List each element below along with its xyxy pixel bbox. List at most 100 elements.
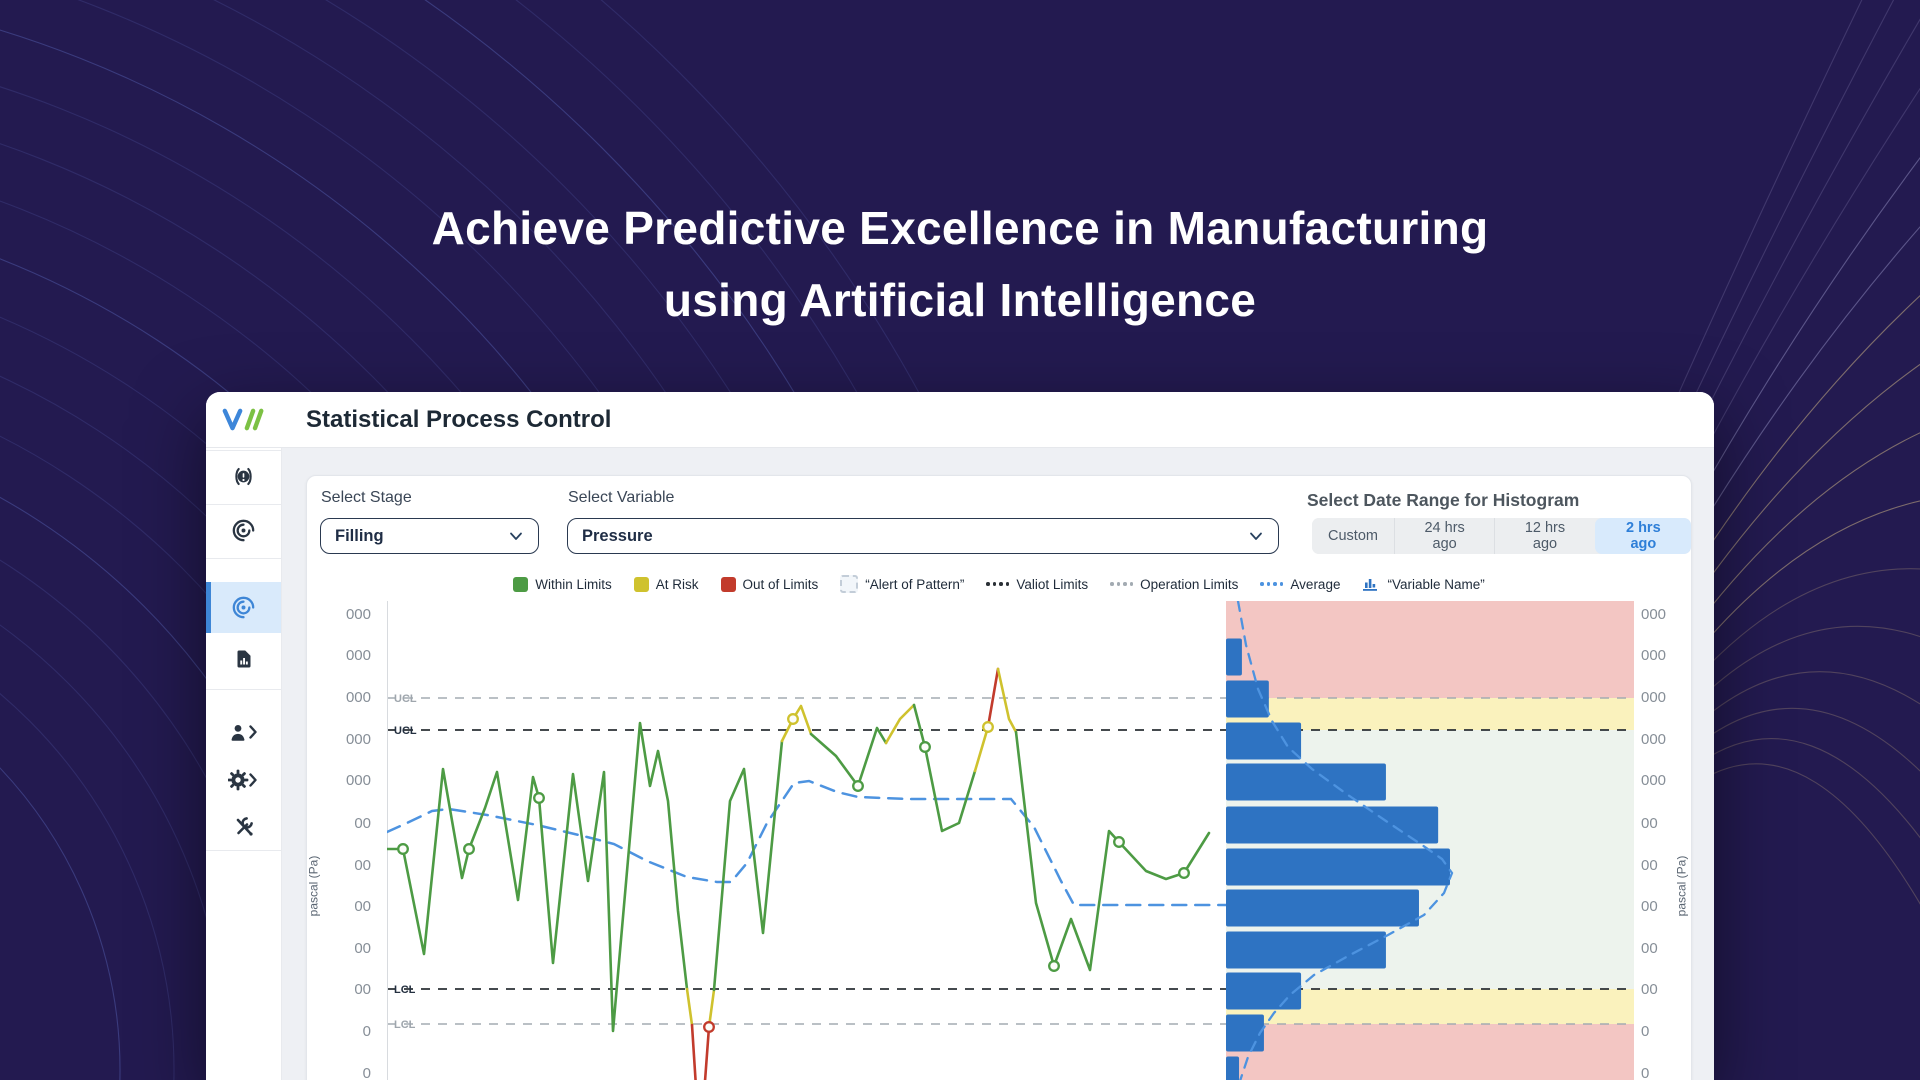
chevron-down-icon <box>1250 532 1262 540</box>
date-range-button-2-hrs-ago[interactable]: 2 hrs ago <box>1594 518 1691 554</box>
variable-select[interactable]: Pressure <box>567 518 1279 554</box>
legend-item-variable-name: “Variable Name” <box>1362 576 1485 592</box>
tick-label-right: 0 <box>1641 1023 1650 1040</box>
legend-swatch <box>633 576 649 592</box>
date-range-button-24-hrs-ago[interactable]: 24 hrs ago <box>1393 518 1495 554</box>
stage-select[interactable]: Filling <box>320 518 539 554</box>
spiral-active-icon <box>232 596 255 619</box>
legend-label: “Alert of Pattern” <box>865 576 965 592</box>
legend-item-operation-limits: Operation Limits <box>1110 577 1238 592</box>
hero-line-1: Achieve Predictive Excellence in Manufac… <box>431 202 1489 254</box>
variable-value: Pressure <box>582 526 653 545</box>
app-window: Statistical Process Control <box>206 392 1714 1080</box>
tick-label-left: 00 <box>354 857 371 874</box>
tick-label-left: 000 <box>345 689 371 706</box>
legend-swatch <box>513 576 529 592</box>
legend-label: At Risk <box>655 576 699 592</box>
legend-item-valiot-limits: Valiot Limits <box>986 577 1088 592</box>
tick-label-left: 00 <box>354 940 371 957</box>
tick-label-left: 0 <box>362 1023 371 1040</box>
hero-line-2: using Artificial Intelligence <box>663 274 1257 326</box>
legend-swatch <box>720 576 736 592</box>
alert-icon <box>235 467 252 486</box>
stage-label: Select Stage <box>321 489 412 506</box>
report-icon <box>237 650 250 667</box>
chevron-right-icon <box>249 772 257 787</box>
valiot-logo-icon <box>222 408 264 431</box>
sidebar-item-process-monitor[interactable] <box>206 505 281 556</box>
legend-label: Out of Limits <box>742 576 819 592</box>
legend-swatch <box>840 575 859 593</box>
legend-swatch <box>1260 582 1284 586</box>
sidebar-item-alerts[interactable] <box>206 451 281 502</box>
tick-label-left: 00 <box>354 898 371 915</box>
legend-swatch <box>1110 582 1134 586</box>
date-range-button-custom[interactable]: Custom <box>1312 518 1394 554</box>
main-content: Select Stage Filling Select Variable Pre… <box>282 448 1714 1080</box>
legend-label: Valiot Limits <box>1016 576 1089 592</box>
legend-item-within-limits: Within Limits <box>513 576 612 592</box>
sidebar-item-tools[interactable] <box>206 800 281 851</box>
legend-label: Average <box>1290 576 1341 592</box>
legend-label: “Variable Name” <box>1387 576 1485 592</box>
tick-label-right: 00 <box>1641 940 1658 957</box>
spiral-icon <box>232 519 255 542</box>
tick-label-left: 00 <box>354 815 371 832</box>
sidebar <box>206 448 282 1080</box>
tick-label-left: 000 <box>345 772 371 789</box>
content-card: Select Stage Filling Select Variable Pre… <box>306 475 1692 1080</box>
stage-value: Filling <box>335 526 384 545</box>
tick-label-right: 000 <box>1641 689 1667 706</box>
chevron-down-icon <box>510 532 522 540</box>
tick-label-right: 000 <box>1641 772 1667 789</box>
app-header: Statistical Process Control <box>206 392 1714 448</box>
tools-icon <box>236 816 253 836</box>
tick-label-right: 000 <box>1641 606 1667 623</box>
hero-heading: Achieve Predictive Excellence in Manufac… <box>0 192 1920 336</box>
tick-label-left: 0 <box>362 1065 371 1080</box>
tick-label-right: 000 <box>1641 731 1667 748</box>
date-range-button-group: Custom 24 hrs ago 12 hrs ago 2 hrs ago <box>1312 518 1691 554</box>
chart-legend: Within Limits At Risk Out of Limits “Alert … <box>307 575 1691 593</box>
sidebar-item-reports[interactable] <box>206 633 281 684</box>
date-range-button-12-hrs-ago[interactable]: 12 hrs ago <box>1494 518 1595 554</box>
legend-item-average: Average <box>1260 577 1340 592</box>
variable-name-icon <box>1363 579 1378 591</box>
y-axis-ticks-right: 000 000 000 000 000 00 00 00 00 00 0 0 <box>1641 601 1681 1080</box>
tick-label-left: 00 <box>354 981 371 998</box>
valiot-logo <box>206 406 282 433</box>
spc-chart-area: pascal (Pa) 000 000 000 000 000 00 00 00 00 00 0 0 … <box>306 601 1691 1080</box>
svg-text:LCL: LCL <box>394 984 416 996</box>
sidebar-item-settings[interactable] <box>206 754 281 805</box>
tick-label-right: 00 <box>1641 857 1658 874</box>
tick-label-right: 00 <box>1641 815 1658 832</box>
gear-icon <box>228 769 257 790</box>
date-range-heading: Select Date Range for Histogram <box>1307 490 1580 510</box>
tick-label-right: 0 <box>1641 1065 1650 1080</box>
legend-label: Operation Limits <box>1140 576 1239 592</box>
page-title: Statistical Process Control <box>306 405 612 433</box>
y-axis-title-left: pascal (Pa) <box>306 855 321 917</box>
tick-label-right: 000 <box>1641 647 1667 664</box>
svg-text:LCL: LCL <box>394 1019 416 1031</box>
legend-item-out-of-limits: Out of Limits <box>720 576 819 592</box>
tick-label-left: 000 <box>345 606 371 623</box>
histogram-plot <box>1226 601 1634 1080</box>
svg-text:UCL: UCL <box>394 693 417 705</box>
legend-item-alert-of-pattern: “Alert of Pattern” <box>840 575 964 593</box>
legend-label: Within Limits <box>535 576 612 592</box>
svg-text:UCL: UCL <box>394 725 417 737</box>
tick-label-left: 000 <box>345 731 371 748</box>
y-axis-title-right: pascal (Pa) <box>1674 855 1689 917</box>
chevron-right-icon <box>249 724 257 739</box>
tick-label-right: 00 <box>1641 898 1658 915</box>
variable-label: Select Variable <box>568 489 675 506</box>
sidebar-item-spc-active[interactable] <box>206 582 281 633</box>
sidebar-item-users[interactable] <box>206 706 281 757</box>
legend-item-at-risk: At Risk <box>633 576 699 592</box>
y-axis-ticks-left: 000 000 000 000 000 00 00 00 00 00 0 0 <box>331 601 371 1080</box>
control-chart-plot: UCL UCL LCL LCL <box>387 601 1226 1080</box>
tick-label-left: 000 <box>345 647 371 664</box>
user-icon <box>231 724 257 741</box>
